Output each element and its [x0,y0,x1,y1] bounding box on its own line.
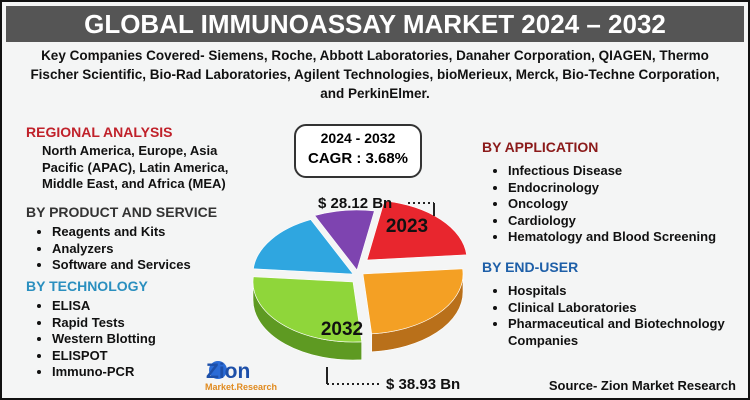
logo-name: Zion [206,360,250,383]
companies: Key Companies Covered- Siemens, Roche, A… [30,48,720,101]
list-item: Reagents and Kits [52,224,191,241]
list-item: Hematology and Blood Screening [508,229,716,246]
list-item: ELISPOT [52,348,156,365]
logo-sub: Market.Research [205,382,277,392]
list-item: Endocrinology [508,180,716,197]
pie-slice [314,209,375,271]
list-item: Pharmaceutical and Biotechnology Compani… [508,316,728,349]
list-item: ELISA [52,298,156,315]
value-2023: $ 28.12 Bn [318,195,392,212]
list-item: Oncology [508,196,716,213]
list: Reagents and Kits Analyzers Software and… [34,224,191,274]
list-item: Software and Services [52,257,191,274]
section-heading: BY TECHNOLOGY [26,278,148,294]
year-label: 2032 [321,319,363,340]
list: Infectious Disease Endocrinology Oncolog… [490,163,716,246]
list-item: Clinical Laboratories [508,300,728,317]
list-item: Rapid Tests [52,315,156,332]
section-heading: BY APPLICATION [482,139,599,155]
list-item: Western Blotting [52,331,156,348]
logo-icon [209,361,227,379]
year-label: 2023 [386,216,428,237]
list-item: Cardiology [508,213,716,230]
section-heading: BY END-USER [482,259,579,275]
regional-text: North America, Europe, Asia Pacific (APA… [42,143,229,191]
pie-slice [362,268,464,335]
pie-slice [366,200,467,261]
period: 2024 - 2032 [320,130,396,146]
cagr: CAGR : 3.68% [307,150,409,167]
source: Source- Zion Market Research [548,378,736,393]
list-item: Immuno-PCR [52,364,156,381]
list-item: Hospitals [508,283,728,300]
section-heading: REGIONAL ANALYSIS [26,124,173,140]
title: GLOBAL IMMUNOASSAY MARKET 2024 – 2032 [6,6,744,42]
value-2032: $ 38.93 Bn [386,376,460,393]
pie-slice [253,219,354,275]
list: Hospitals Clinical Laboratories Pharmace… [490,283,728,349]
list-item: Infectious Disease [508,163,716,180]
list: ELISA Rapid Tests Western Blotting ELISP… [34,298,156,381]
pie-slice [252,276,363,343]
cagr-badge: 2024 - 2032 CAGR : 3.68% [294,124,422,178]
list-item: Analyzers [52,241,191,258]
section-heading: BY PRODUCT AND SERVICE [26,204,218,220]
